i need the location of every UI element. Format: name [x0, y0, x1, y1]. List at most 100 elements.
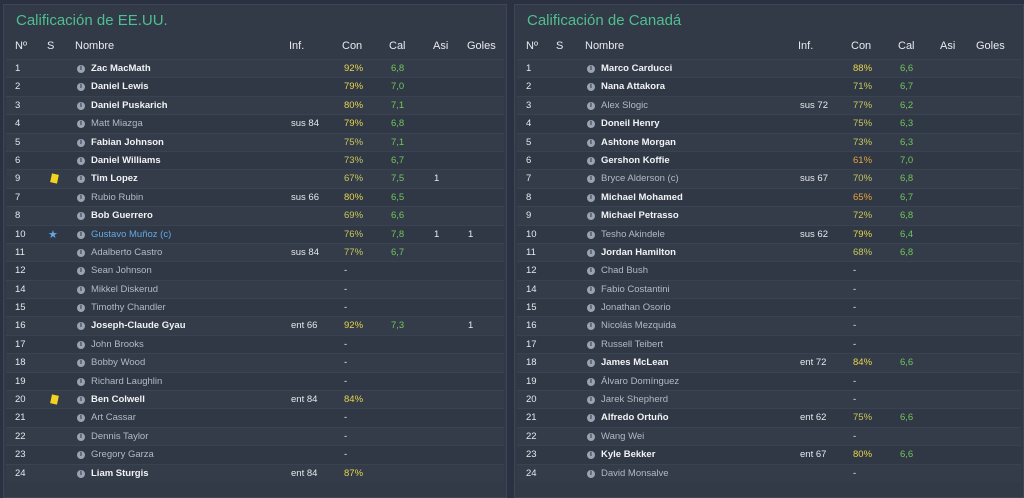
player-row[interactable]: 8 i Bob Guerrero 69% 6,6 — [6, 206, 504, 225]
info-icon[interactable]: i — [77, 175, 85, 184]
player-row[interactable]: 15 i Timothy Chandler - — [6, 298, 504, 317]
col-number[interactable]: Nº — [15, 40, 27, 52]
player-name[interactable]: James McLean — [601, 357, 669, 369]
info-icon[interactable]: i — [77, 414, 85, 423]
player-name[interactable]: Gershon Koffie — [601, 154, 670, 166]
player-row[interactable]: 22 i Wang Wei - — [517, 426, 1021, 446]
player-row[interactable]: 21 i Alfredo Ortuño ent 62 75% 6,6 — [517, 408, 1021, 427]
info-icon[interactable]: i — [587, 175, 595, 184]
player-name[interactable]: Zac MacMath — [91, 63, 151, 74]
player-row[interactable]: 2 i Nana Attakora 71% 6,7 — [517, 77, 1021, 96]
info-icon[interactable]: i — [77, 120, 85, 129]
info-icon[interactable]: i — [77, 138, 85, 147]
player-row[interactable]: 18 i Bobby Wood - — [6, 353, 504, 372]
info-icon[interactable]: i — [77, 340, 85, 349]
info-icon[interactable]: i — [587, 322, 595, 331]
player-name[interactable]: Fabio Costantini — [601, 283, 670, 295]
player-row[interactable]: 6 i Daniel Williams 73% 6,7 — [6, 150, 504, 170]
player-row[interactable]: 17 i Russell Teibert - — [517, 334, 1021, 354]
col-condition[interactable]: Con — [851, 40, 872, 52]
player-name[interactable]: Mikkel Diskerud — [91, 283, 159, 295]
player-row[interactable]: 3 i Daniel Puskarich 80% 7,1 — [6, 95, 504, 115]
info-icon[interactable]: i — [77, 65, 85, 73]
col-goals[interactable]: Goles — [467, 40, 496, 52]
player-name[interactable]: Tim Lopez — [91, 173, 138, 185]
info-icon[interactable]: i — [587, 212, 595, 221]
info-icon[interactable]: i — [77, 230, 85, 239]
player-name[interactable]: Kyle Bekker — [601, 449, 656, 461]
player-name[interactable]: Tesho Akindele — [601, 228, 665, 240]
player-name[interactable]: Michael Mohamed — [601, 191, 683, 203]
info-icon[interactable]: i — [77, 396, 85, 405]
info-icon[interactable]: i — [587, 359, 595, 368]
player-row[interactable]: 10 i Tesho Akindele sus 62 79% 6,4 — [517, 224, 1021, 243]
player-name[interactable]: Doneil Henry — [601, 118, 660, 130]
player-name[interactable]: Joseph-Claude Gyau — [91, 320, 186, 332]
info-icon[interactable]: i — [77, 322, 85, 331]
info-icon[interactable]: i — [587, 396, 595, 405]
col-status[interactable]: S — [47, 40, 55, 52]
info-icon[interactable]: i — [77, 469, 85, 478]
player-row[interactable]: 8 i Michael Mohamed 65% 6,7 — [517, 187, 1021, 207]
info-icon[interactable]: i — [587, 469, 595, 478]
info-icon[interactable]: i — [587, 83, 595, 92]
player-name[interactable]: Daniel Puskarich — [91, 99, 168, 111]
player-row[interactable]: 7 i Bryce Alderson (c) sus 67 70% 6,8 — [517, 169, 1021, 188]
player-name[interactable]: Alfredo Ortuño — [601, 412, 669, 424]
col-name[interactable]: Nombre — [75, 40, 115, 52]
player-name[interactable]: Adalberto Castro — [91, 246, 163, 258]
info-icon[interactable]: i — [587, 193, 595, 202]
col-info[interactable]: Inf. — [289, 40, 305, 52]
player-name[interactable]: Ben Colwell — [91, 394, 145, 406]
player-name[interactable]: Liam Sturgis — [91, 467, 149, 479]
player-row[interactable]: 5 i Fabian Johnson 75% 7,1 — [6, 132, 504, 151]
player-row[interactable]: 20 i Ben Colwell ent 84 84% — [6, 390, 504, 409]
player-name[interactable]: Jonathan Osorio — [601, 302, 671, 314]
player-row[interactable]: 19 i Álvaro Domínguez - — [517, 371, 1021, 391]
info-icon[interactable]: i — [77, 193, 85, 202]
player-row[interactable]: 6 i Gershon Koffie 61% 7,0 — [517, 150, 1021, 170]
info-icon[interactable]: i — [77, 83, 85, 92]
player-row[interactable]: 17 i John Brooks - — [6, 334, 504, 354]
info-icon[interactable]: i — [77, 285, 85, 294]
player-row[interactable]: 23 i Kyle Bekker ent 67 80% 6,6 — [517, 445, 1021, 464]
player-row[interactable]: 22 i Dennis Taylor - — [6, 426, 504, 446]
player-row[interactable]: 16 i Joseph-Claude Gyau ent 66 92% 7,3 1 — [6, 316, 504, 335]
info-icon[interactable]: i — [587, 101, 595, 110]
info-icon[interactable]: i — [77, 212, 85, 221]
player-row[interactable]: 18 i James McLean ent 72 84% 6,6 — [517, 353, 1021, 372]
info-icon[interactable]: i — [77, 267, 85, 276]
player-name[interactable]: Jarek Shepherd — [601, 394, 669, 406]
player-row[interactable]: 16 i Nicolás Mezquida - — [517, 316, 1021, 335]
col-condition[interactable]: Con — [342, 40, 363, 52]
info-icon[interactable]: i — [77, 451, 85, 460]
player-row[interactable]: 10 ★ i Gustavo Muñoz (c) 76% 7,8 1 1 — [6, 224, 504, 243]
player-name[interactable]: Bryce Alderson (c) — [601, 173, 679, 185]
player-name[interactable]: Wang Wei — [601, 430, 645, 442]
player-name[interactable]: John Brooks — [91, 338, 144, 350]
player-name[interactable]: Álvaro Domínguez — [601, 375, 680, 387]
player-name[interactable]: Dennis Taylor — [91, 430, 149, 442]
player-name[interactable]: Rubio Rubin — [91, 191, 144, 203]
player-name[interactable]: Nicolás Mezquida — [601, 320, 676, 332]
player-row[interactable]: 19 i Richard Laughlin - — [6, 371, 504, 391]
col-assists[interactable]: Asi — [433, 40, 449, 52]
col-rating[interactable]: Cal — [898, 40, 915, 52]
player-name[interactable]: Richard Laughlin — [91, 375, 163, 387]
player-name[interactable]: Bobby Wood — [91, 357, 146, 369]
player-name[interactable]: Russell Teibert — [601, 338, 664, 350]
player-row[interactable]: 3 i Alex Slogic sus 72 77% 6,2 — [517, 95, 1021, 115]
info-icon[interactable]: i — [587, 340, 595, 349]
info-icon[interactable]: i — [77, 432, 85, 441]
info-icon[interactable]: i — [77, 377, 85, 386]
info-icon[interactable]: i — [587, 432, 595, 441]
col-rating[interactable]: Cal — [389, 40, 406, 52]
info-icon[interactable]: i — [587, 267, 595, 276]
player-name[interactable]: Jordan Hamilton — [601, 246, 676, 258]
info-icon[interactable]: i — [587, 377, 595, 386]
player-row[interactable]: 4 i Matt Miazga sus 84 79% 6,8 — [6, 114, 504, 133]
player-row[interactable]: 9 i Tim Lopez 67% 7,5 1 — [6, 169, 504, 188]
player-name[interactable]: Gregory Garza — [91, 449, 154, 461]
player-name[interactable]: Daniel Williams — [91, 154, 161, 166]
player-row[interactable]: 20 i Jarek Shepherd - — [517, 390, 1021, 409]
